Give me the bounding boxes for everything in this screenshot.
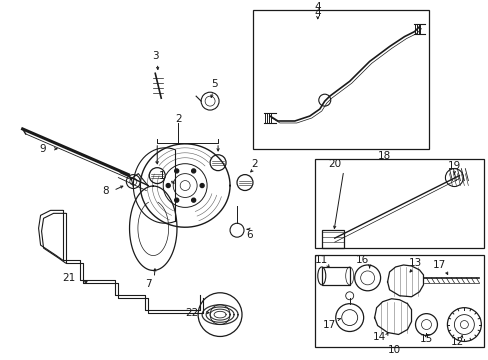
Text: 18: 18: [377, 151, 390, 161]
Text: 15: 15: [419, 334, 432, 345]
Text: 11: 11: [314, 255, 328, 265]
Text: 14: 14: [372, 333, 386, 342]
Text: 7: 7: [144, 279, 151, 289]
Text: 17: 17: [432, 260, 445, 270]
Text: 21: 21: [62, 273, 75, 283]
Text: 20: 20: [327, 159, 341, 169]
Text: 2: 2: [251, 159, 258, 169]
Text: 13: 13: [408, 258, 421, 268]
Bar: [321, 267, 349, 285]
Circle shape: [166, 184, 170, 188]
Text: 8: 8: [102, 185, 108, 195]
Circle shape: [174, 169, 178, 173]
Bar: [314, 159, 483, 248]
Text: 3: 3: [152, 51, 158, 62]
Circle shape: [200, 184, 203, 188]
Bar: [252, 10, 428, 149]
Bar: [314, 255, 483, 347]
Text: 16: 16: [355, 255, 368, 265]
Text: 6: 6: [246, 230, 253, 240]
Text: 2: 2: [175, 114, 181, 124]
Text: 9: 9: [39, 144, 46, 154]
Polygon shape: [374, 299, 411, 334]
Polygon shape: [387, 265, 423, 297]
Text: 12: 12: [450, 337, 463, 347]
Circle shape: [191, 169, 195, 173]
Circle shape: [174, 198, 178, 202]
Text: 1: 1: [159, 171, 165, 181]
Text: 17: 17: [323, 320, 336, 329]
Text: 4: 4: [314, 2, 321, 12]
Text: 5: 5: [210, 79, 217, 89]
Text: 10: 10: [387, 345, 400, 355]
Text: 22: 22: [185, 308, 198, 318]
Circle shape: [191, 198, 195, 202]
Text: 19: 19: [447, 161, 460, 171]
Text: 4: 4: [314, 8, 321, 18]
Bar: [321, 230, 343, 248]
